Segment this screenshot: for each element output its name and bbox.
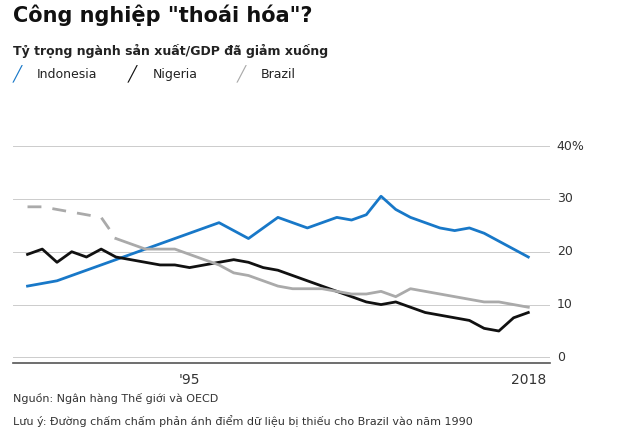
- Text: Indonesia: Indonesia: [37, 68, 98, 81]
- Text: Lưu ý: Đường chấm chấm phản ánh điểm dữ liệu bị thiếu cho Brazil vào năm 1990: Lưu ý: Đường chấm chấm phản ánh điểm dữ …: [13, 415, 472, 427]
- Text: Nguồn: Ngân hàng Thế giới và OECD: Nguồn: Ngân hàng Thế giới và OECD: [13, 393, 218, 404]
- Text: Công nghiệp "thoái hóa"?: Công nghiệp "thoái hóa"?: [13, 4, 312, 26]
- Text: 0: 0: [557, 351, 564, 364]
- Text: 40%: 40%: [557, 139, 585, 153]
- Text: ╱: ╱: [237, 66, 246, 83]
- Text: 30: 30: [557, 192, 573, 205]
- Text: Tỷ trọng ngành sản xuất/GDP đã giảm xuống: Tỷ trọng ngành sản xuất/GDP đã giảm xuốn…: [13, 44, 328, 58]
- Text: 20: 20: [557, 245, 573, 258]
- Text: ╱: ╱: [13, 66, 22, 83]
- Text: Nigeria: Nigeria: [152, 68, 197, 81]
- Text: Brazil: Brazil: [261, 68, 296, 81]
- Text: ╱: ╱: [128, 66, 137, 83]
- Text: 10: 10: [557, 298, 573, 311]
